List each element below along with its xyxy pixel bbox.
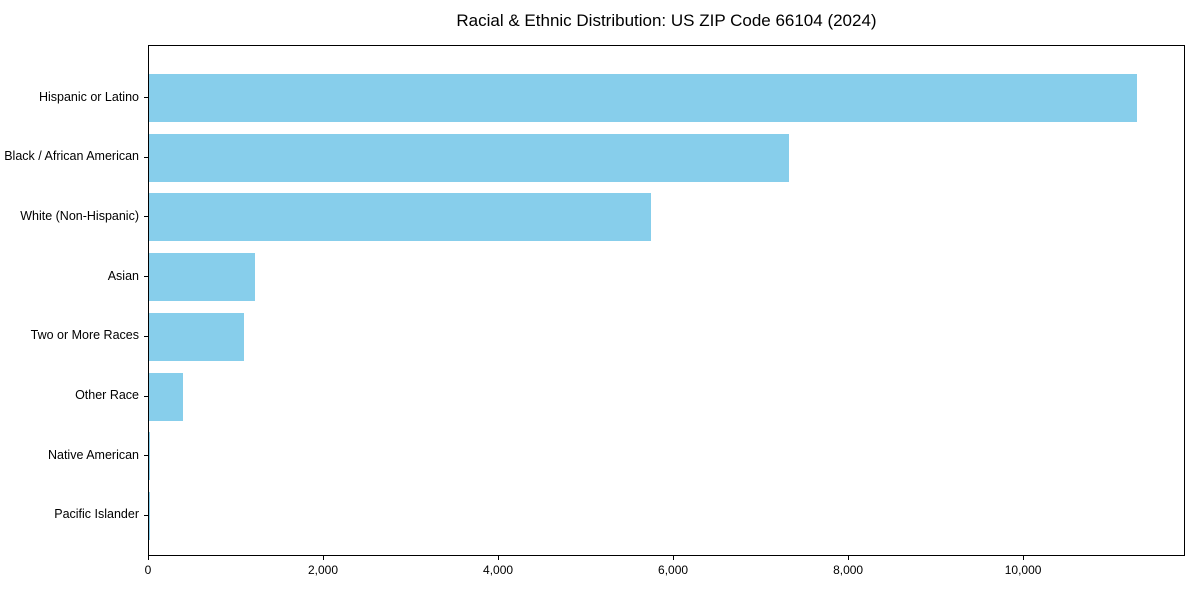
x-tick-label-10000: 10,000 <box>1004 563 1042 577</box>
y-tick-two-or-more-races <box>144 335 148 337</box>
bar-asian <box>149 253 255 302</box>
x-tick-6000 <box>673 556 675 560</box>
plot-area <box>148 45 1185 556</box>
bar-white-non-hispanic <box>149 193 652 242</box>
x-tick-4000 <box>498 556 500 560</box>
y-tick-black-african-american <box>144 156 148 158</box>
y-label-black-african-american: Black / African American <box>4 149 139 164</box>
y-label-hispanic-or-latino: Hispanic or Latino <box>38 89 139 104</box>
y-tick-hispanic-or-latino <box>144 97 148 98</box>
y-tick-native-american <box>144 455 148 457</box>
bar-hispanic-or-latino <box>149 74 1137 122</box>
bar-native-american <box>149 432 151 481</box>
x-tick-label-8000: 8,000 <box>833 563 864 577</box>
y-tick-white-non-hispanic <box>144 216 148 218</box>
y-tick-other-race <box>144 395 148 397</box>
y-label-native-american: Native American <box>47 447 139 462</box>
x-tick-label-2000: 2,000 <box>308 563 339 577</box>
y-label-pacific-islander: Pacific Islander <box>54 507 139 522</box>
bar-other-race <box>149 372 184 421</box>
x-tick-10000 <box>1023 556 1025 560</box>
y-tick-pacific-islander <box>144 514 148 516</box>
x-tick-label-4000: 4,000 <box>483 563 514 577</box>
x-tick-2000 <box>323 556 325 560</box>
x-tick-0 <box>148 556 149 560</box>
x-tick-8000 <box>848 556 850 560</box>
x-tick-label-0: 0 <box>144 563 152 577</box>
y-tick-asian <box>144 276 148 278</box>
y-label-white-non-hispanic: White (Non-Hispanic) <box>20 208 139 223</box>
y-label-asian: Asian <box>107 268 139 283</box>
chart-title: Racial & Ethnic Distribution: US ZIP Cod… <box>456 11 877 30</box>
bar-black-african-american <box>149 133 789 182</box>
y-label-two-or-more-races: Two or More Races <box>30 328 139 343</box>
bar-two-or-more-races <box>149 312 245 361</box>
y-label-other-race: Other Race <box>75 388 139 403</box>
x-tick-label-6000: 6,000 <box>658 563 689 577</box>
